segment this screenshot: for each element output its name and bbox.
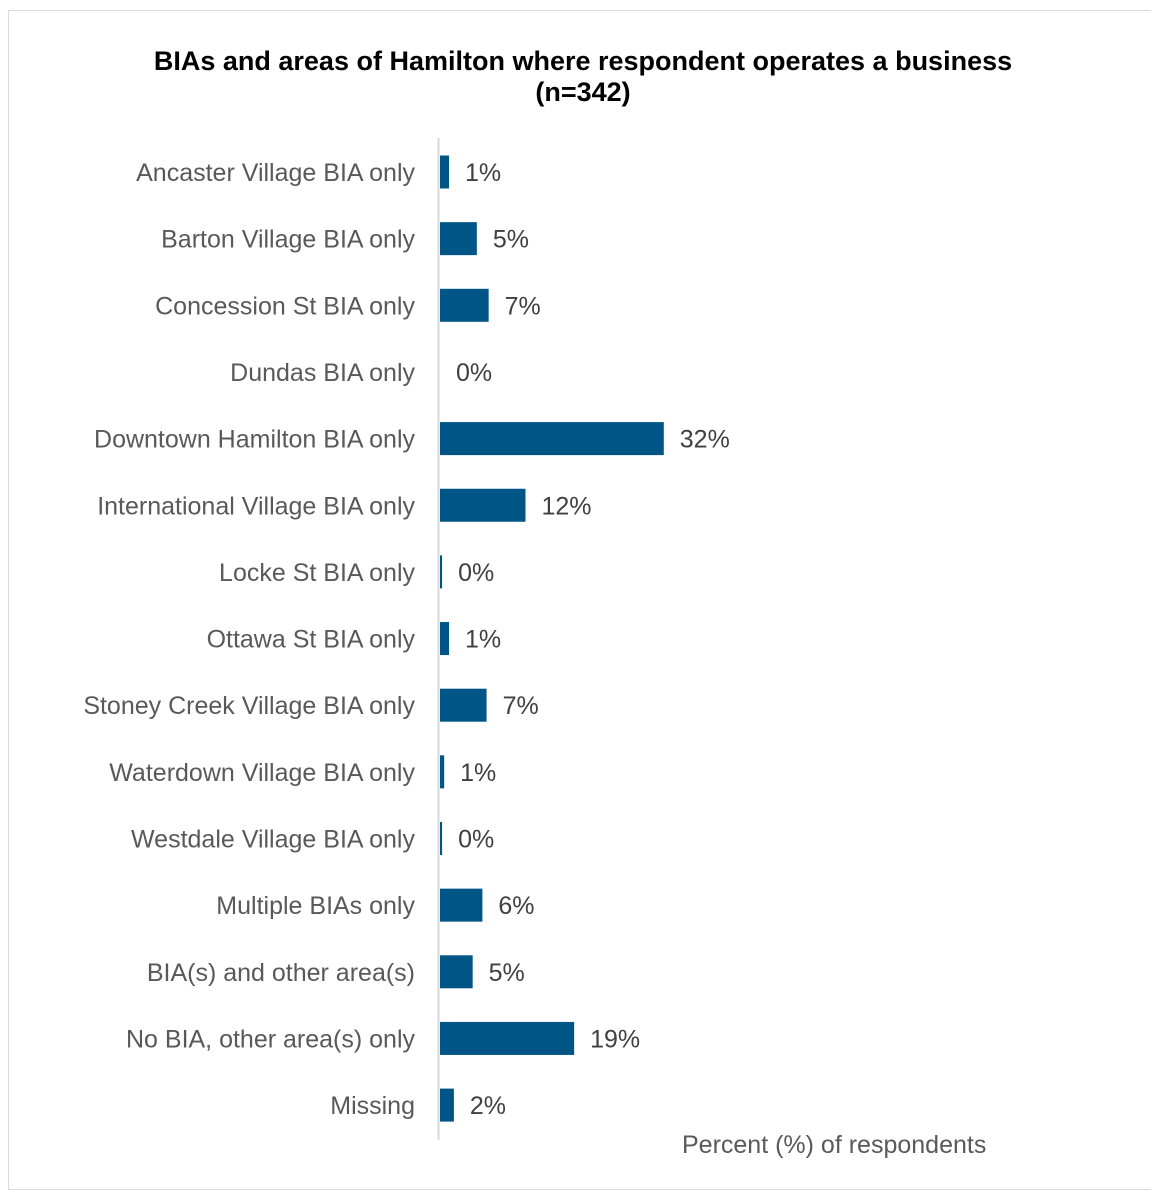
category-label: Dundas BIA only — [230, 359, 415, 387]
data-label: 5% — [489, 959, 525, 987]
category-label: Westdale Village BIA only — [131, 826, 415, 854]
chart-frame — [8, 10, 1151, 1190]
data-label: 5% — [493, 226, 529, 254]
category-label: Multiple BIAs only — [216, 892, 415, 920]
bar — [440, 422, 664, 456]
data-label: 0% — [458, 826, 494, 854]
category-label: Downtown Hamilton BIA only — [94, 426, 415, 454]
data-label: 1% — [465, 626, 501, 654]
bar — [440, 488, 526, 522]
bar — [440, 1021, 575, 1055]
bar — [440, 155, 450, 189]
data-label: 19% — [590, 1025, 640, 1053]
data-label: 0% — [456, 359, 492, 387]
chart-subtitle: (n=342) — [535, 77, 631, 107]
bar — [440, 955, 473, 989]
data-label: 7% — [503, 692, 539, 720]
x-axis-title: Percent (%) of respondents — [682, 1131, 987, 1159]
data-label: 1% — [460, 759, 496, 787]
category-label: Stoney Creek Village BIA only — [83, 692, 415, 720]
category-label: Ancaster Village BIA only — [136, 159, 415, 187]
bar — [440, 822, 443, 855]
data-label: 2% — [470, 1092, 506, 1120]
data-label: 12% — [541, 492, 591, 520]
category-label: Locke St BIA only — [219, 559, 415, 587]
category-label: No BIA, other area(s) only — [126, 1025, 416, 1053]
chart-title: BIAs and areas of Hamilton where respond… — [153, 46, 1013, 76]
data-label: 32% — [680, 426, 730, 454]
data-label: 1% — [465, 159, 501, 187]
bar — [440, 288, 489, 322]
bar — [440, 1088, 454, 1122]
data-label: 0% — [458, 559, 494, 587]
category-label: Ottawa St BIA only — [207, 626, 416, 654]
bar — [440, 888, 483, 922]
category-label: Barton Village BIA only — [161, 226, 415, 254]
bar — [440, 222, 477, 256]
bar — [440, 555, 443, 589]
category-label: Missing — [330, 1092, 415, 1120]
category-label: International Village BIA only — [97, 492, 415, 520]
category-label: Concession St BIA only — [155, 292, 415, 320]
data-label: 6% — [498, 892, 534, 920]
bar — [440, 688, 487, 722]
data-label: 7% — [505, 292, 541, 320]
chart-title-block: BIAs and areas of Hamilton where respond… — [8, 46, 1151, 108]
bar — [440, 622, 450, 656]
category-label: Waterdown Village BIA only — [109, 759, 415, 787]
bar — [440, 755, 445, 789]
category-label: BIA(s) and other area(s) — [147, 959, 415, 987]
